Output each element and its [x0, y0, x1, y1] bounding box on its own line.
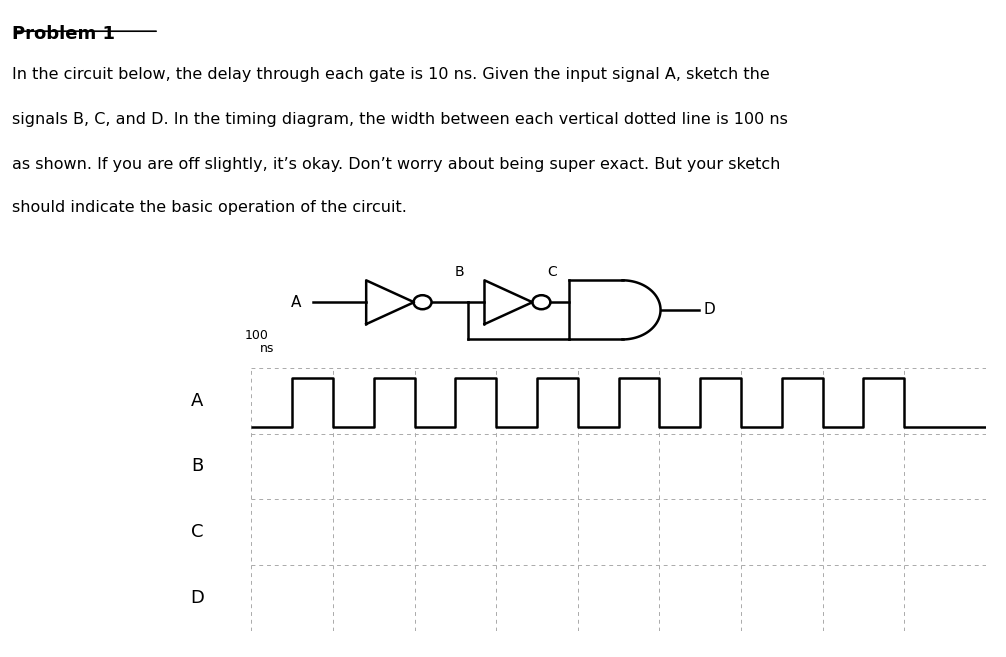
- Text: Problem 1: Problem 1: [12, 25, 115, 43]
- Text: B: B: [455, 265, 464, 279]
- Text: D: D: [190, 589, 204, 607]
- Text: B: B: [191, 457, 203, 476]
- Text: should indicate the basic operation of the circuit.: should indicate the basic operation of t…: [12, 200, 407, 215]
- Text: In the circuit below, the delay through each gate is 10 ns. Given the input sign: In the circuit below, the delay through …: [12, 68, 770, 82]
- Text: C: C: [191, 523, 203, 541]
- Text: A: A: [191, 392, 203, 410]
- Text: C: C: [547, 265, 557, 279]
- Text: as shown. If you are off slightly, it’s okay. Don’t worry about being super exac: as shown. If you are off slightly, it’s …: [12, 157, 781, 172]
- Text: ns: ns: [260, 342, 274, 355]
- Text: signals B, C, and D. In the timing diagram, the width between each vertical dott: signals B, C, and D. In the timing diagr…: [12, 112, 788, 127]
- Text: D: D: [704, 302, 715, 317]
- Text: 100: 100: [244, 328, 269, 342]
- Text: A: A: [291, 295, 301, 309]
